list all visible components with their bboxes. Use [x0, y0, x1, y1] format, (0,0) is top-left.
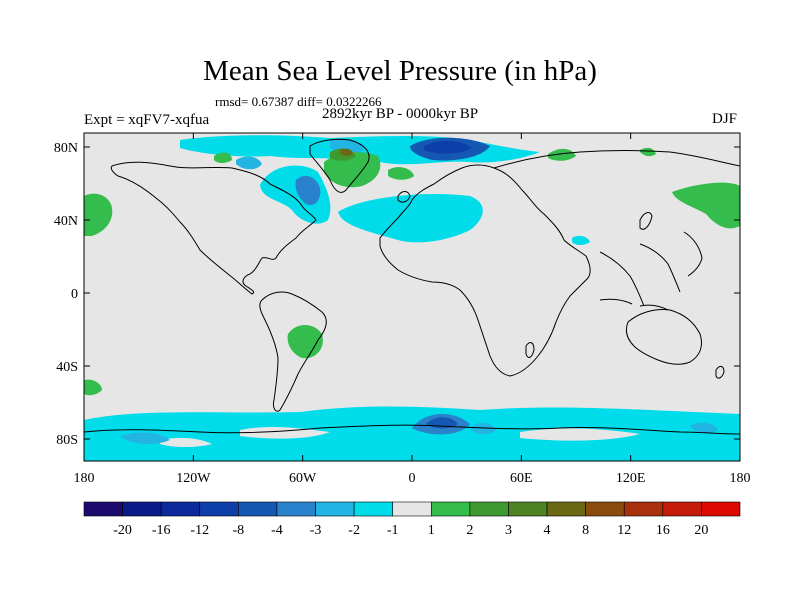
- colorbar-label: -16: [152, 523, 171, 538]
- lon-tick-label: 120E: [616, 471, 646, 486]
- period-label: 2892kyr BP - 0000kyr BP: [322, 106, 479, 122]
- colorbar-swatch: [315, 501, 355, 517]
- colorbar-swatch: [469, 501, 509, 517]
- colorbar-swatch: [160, 501, 201, 517]
- lon-axis: 180 120W 60W 0 60E 120E 180: [74, 133, 751, 486]
- colorbar-label: 12: [617, 523, 631, 538]
- coast-eurasia: [493, 150, 740, 307]
- colorbar-swatch: [701, 501, 741, 517]
- anomaly-arctic-low-core: [424, 140, 472, 154]
- experiment-label: Expt = xqFV7-xqfua: [84, 112, 210, 128]
- colorbar-swatch: [122, 501, 162, 517]
- anomaly-greenland: [324, 152, 381, 188]
- colorbar-label: 16: [656, 523, 670, 538]
- anomaly-southern-band: [84, 406, 740, 461]
- stats-text: rmsd= 0.67387 diff= 0.0322266: [215, 94, 382, 109]
- colorbar-swatch: [585, 501, 625, 517]
- lat-tick-label: 80N: [54, 141, 78, 156]
- colorbar-swatch: [623, 501, 664, 517]
- anomaly-antarctic-low-2: [470, 422, 496, 435]
- colorbar-label: -4: [271, 523, 283, 538]
- colorbar-swatch: [238, 501, 278, 517]
- colorbar-label: -1: [387, 523, 399, 538]
- coast-south-america: [259, 291, 327, 412]
- lat-tick-label: 40N: [54, 214, 78, 229]
- colorbar-label: 1: [428, 523, 435, 538]
- anomaly-north-pacific-west: [84, 193, 113, 236]
- anomaly-southern-gap: [160, 426, 640, 447]
- anomaly-fields: [84, 135, 740, 461]
- colorbar-label: 3: [505, 523, 512, 538]
- plot-title: Mean Sea Level Pressure (in hPa): [203, 55, 597, 87]
- anomaly-greenland-max: [340, 148, 353, 156]
- colorbar-swatch: [276, 501, 316, 517]
- coast-indonesia: [599, 298, 669, 311]
- anomaly-canada-core: [295, 175, 321, 206]
- lat-tick-label: 80S: [56, 433, 78, 448]
- colorbar-label: -8: [233, 523, 245, 538]
- colorbar-label: -12: [190, 523, 209, 538]
- anomaly-mediterranean: [572, 235, 590, 245]
- coast-europe-africa: [379, 164, 591, 377]
- colorbar-label: 2: [466, 523, 473, 538]
- anomaly-arctic-b: [236, 138, 364, 170]
- colorbar-label: 8: [582, 523, 589, 538]
- coast-greenland: [309, 138, 370, 193]
- lon-tick-label: 180: [74, 471, 95, 486]
- colorbar-swatch: [430, 501, 471, 517]
- anomaly-siberia: [214, 147, 656, 163]
- lat-axis: 80N 40N 0 40S 80S: [54, 141, 740, 448]
- lon-tick-label: 180: [730, 471, 751, 486]
- lat-tick-label: 0: [71, 287, 78, 302]
- anomaly-north-pacific-east: [672, 182, 740, 229]
- colorbar-label: -3: [310, 523, 322, 538]
- lon-tick-label: 60E: [510, 471, 533, 486]
- coast-north-america: [110, 161, 317, 295]
- lon-tick-label: 0: [409, 471, 416, 486]
- colorbar-swatch: [353, 501, 394, 517]
- coast-uk: [397, 191, 411, 203]
- coastlines: [84, 138, 740, 435]
- anomaly-iceland: [388, 167, 414, 180]
- lat-tick-label: 40S: [56, 360, 78, 375]
- colorbar-label: -2: [348, 523, 360, 538]
- coast-madagascar: [525, 342, 535, 358]
- anomaly-atlantic-band: [338, 193, 483, 243]
- coast-japan: [639, 212, 653, 230]
- coast-antarctica: [84, 424, 740, 435]
- colorbar-swatch: [508, 501, 548, 517]
- lon-tick-label: 60W: [289, 471, 317, 486]
- lon-tick-label: 120W: [176, 471, 211, 486]
- colorbar-label: -20: [113, 523, 132, 538]
- colorbar-swatch: [83, 501, 123, 517]
- season-label: DJF: [712, 111, 738, 127]
- colorbar-swatch: [546, 501, 586, 517]
- anomaly-south-america: [287, 325, 323, 359]
- coast-new-zealand: [715, 365, 725, 379]
- colorbar-swatch: [199, 501, 239, 517]
- anomaly-south-pacific: [84, 379, 102, 396]
- colorbar-swatch: [392, 501, 432, 517]
- map-background: [84, 133, 740, 461]
- colorbar-label: 4: [544, 523, 551, 538]
- colorbar-swatch: [662, 501, 702, 517]
- colorbar: -20 -16 -12 -8 -4 -3 -2 -1 1 2 3 4 8 12 16 20: [83, 501, 741, 538]
- colorbar-label: 20: [694, 523, 708, 538]
- coast-australia: [625, 309, 703, 365]
